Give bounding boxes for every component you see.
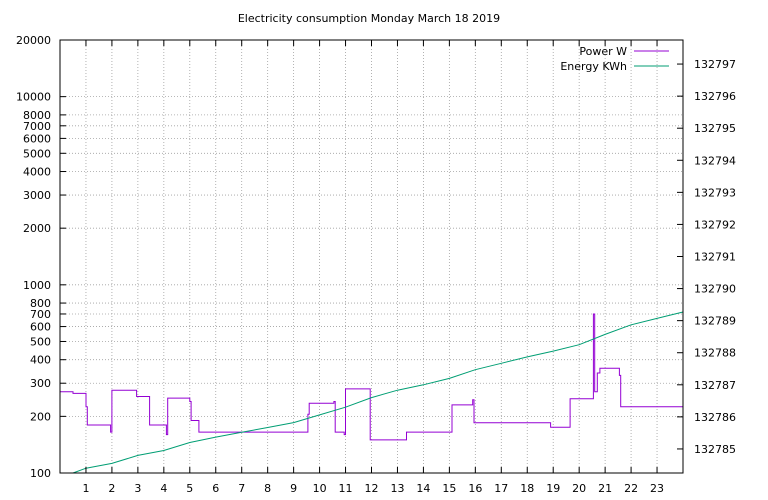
y-right-tick-label: 132795 — [694, 122, 736, 135]
x-tick-label: 20 — [572, 482, 586, 495]
x-tick-label: 2 — [108, 482, 115, 495]
x-tick-label: 15 — [442, 482, 456, 495]
x-tick-label: 18 — [520, 482, 534, 495]
y-left-tick-label: 800 — [30, 297, 51, 310]
y-right-tick-label: 132788 — [694, 347, 736, 360]
y-left-tick-label: 700 — [30, 308, 51, 321]
y-right-tick-label: 132791 — [694, 251, 736, 264]
x-tick-label: 3 — [134, 482, 141, 495]
y-right-tick-label: 132789 — [694, 315, 736, 328]
y-right-tick-label: 132790 — [694, 283, 736, 296]
x-tick-label: 4 — [160, 482, 167, 495]
x-tick-label: 6 — [212, 482, 219, 495]
legend-label: Energy KWh — [560, 60, 627, 73]
y-left-tick-label: 4000 — [23, 166, 51, 179]
x-tick-label: 19 — [546, 482, 560, 495]
y-right-tick-label: 132786 — [694, 411, 736, 424]
grid-lines — [60, 39, 683, 474]
x-tick-label: 7 — [238, 482, 245, 495]
y-left-tick-label: 600 — [30, 321, 51, 334]
x-tick-label: 23 — [650, 482, 664, 495]
legend-label: Power W — [579, 45, 627, 58]
y-left-tick-label: 7000 — [23, 120, 51, 133]
x-tick-label: 12 — [365, 482, 379, 495]
x-tick-label: 17 — [494, 482, 508, 495]
y-left-tick-label: 300 — [30, 377, 51, 390]
y-left-tick-label: 6000 — [23, 132, 51, 145]
y-left-tick-label: 500 — [30, 335, 51, 348]
y-left-tick-label: 20000 — [16, 34, 51, 47]
y-left-tick-label: 3000 — [23, 189, 51, 202]
y-left-tick-label: 100 — [30, 467, 51, 480]
x-tick-label: 9 — [290, 482, 297, 495]
y-right-tick-label: 132787 — [694, 379, 736, 392]
series-line-energy — [72, 311, 684, 474]
y-right-tick-label: 132794 — [694, 154, 736, 167]
x-tick-label: 22 — [624, 482, 638, 495]
series-layer — [60, 311, 684, 474]
x-tick-label: 5 — [186, 482, 193, 495]
x-tick-label: 10 — [313, 482, 327, 495]
legend: Power W Energy KWh — [560, 45, 669, 73]
chart-title: Electricity consumption Monday March 18 … — [238, 12, 500, 25]
x-tick-label: 14 — [416, 482, 430, 495]
axes: 1 2 3 4 5 6 7 8 9 10 11 12 13 14 15 16 17 18 19 20 21 22 23100… — [16, 34, 736, 495]
x-tick-label: 1 — [82, 482, 89, 495]
x-tick-label: 8 — [264, 482, 271, 495]
y-right-tick-label: 132797 — [694, 58, 736, 71]
y-right-tick-label: 132796 — [694, 90, 736, 103]
series-line-power — [60, 313, 683, 441]
y-left-tick-label: 8000 — [23, 109, 51, 122]
x-tick-label: 16 — [468, 482, 482, 495]
y-left-tick-label: 5000 — [23, 147, 51, 160]
y-left-tick-label: 400 — [30, 354, 51, 367]
y-left-tick-label: 200 — [30, 410, 51, 423]
y-right-tick-label: 132792 — [694, 218, 736, 231]
y-right-tick-label: 132785 — [694, 443, 736, 456]
x-tick-label: 13 — [390, 482, 404, 495]
x-tick-label: 21 — [598, 482, 612, 495]
x-tick-label: 11 — [339, 482, 353, 495]
y-right-tick-label: 132793 — [694, 186, 736, 199]
y-left-tick-label: 2000 — [23, 222, 51, 235]
y-left-tick-label: 1000 — [23, 279, 51, 292]
y-left-tick-label: 10000 — [16, 91, 51, 104]
